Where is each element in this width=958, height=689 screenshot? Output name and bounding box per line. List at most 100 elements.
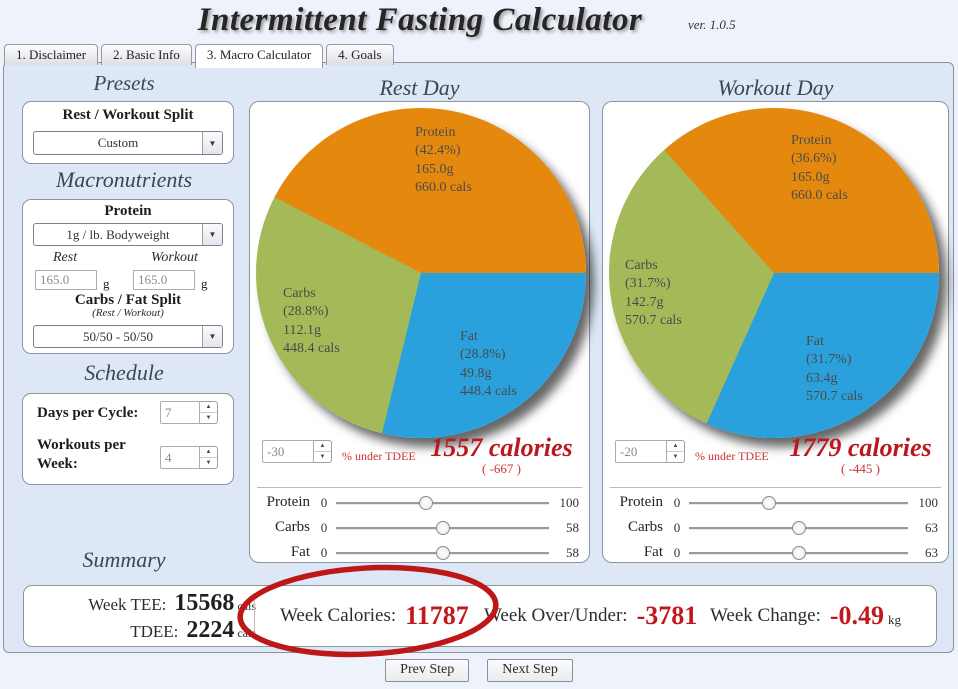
slider-label: Fat — [643, 544, 663, 560]
slider-min: 0 — [320, 494, 328, 510]
step-up-icon[interactable]: ▲ — [314, 441, 331, 452]
workout-tdee-adjust-input[interactable] — [615, 440, 667, 463]
tee-block: Week TEE: 15568 cals TDEE: 2224 cals — [44, 590, 256, 644]
rest-sliders: Protein 0 100 Carbs 0 58 Fat 0 58 — [258, 490, 579, 565]
step-up-icon[interactable]: ▲ — [200, 402, 217, 413]
tdee-label: TDEE: — [130, 622, 179, 641]
rest-carbs-slider[interactable] — [336, 520, 549, 536]
step-down-icon[interactable]: ▼ — [672, 454, 679, 460]
workout-protein-slider[interactable] — [689, 495, 908, 511]
rest-protein-slider-row: Protein 0 100 — [258, 490, 579, 515]
workout-carbs-slider[interactable] — [689, 520, 908, 536]
slider-min: 0 — [673, 544, 681, 560]
workout-day-pie-chart — [609, 108, 939, 438]
next-step-button[interactable]: Next Step — [487, 659, 573, 682]
week-calories-label: Week Calories: — [280, 605, 397, 626]
workouts-per-week-label: Workouts per Week: — [37, 437, 126, 472]
slider-label: Carbs — [275, 519, 310, 535]
divider — [254, 595, 255, 637]
rest-protein-slider[interactable] — [336, 495, 549, 511]
rest-day-title: Rest Day — [379, 75, 460, 100]
workout-protein-grams-input[interactable] — [133, 270, 195, 290]
workout-carbs-slice-label: Carbs (31.7%) 142.7g 570.7 cals — [625, 258, 682, 329]
slider-thumb[interactable] — [791, 545, 806, 560]
carbs-fat-split-sublabel: (Rest / Workout) — [92, 307, 164, 319]
workout-tdee-adjust-stepper[interactable]: ▲▼ — [615, 440, 685, 463]
rest-carbs-slider-row: Carbs 0 58 — [258, 515, 579, 540]
days-per-cycle-label: Days per Cycle: — [37, 405, 139, 421]
chevron-down-icon[interactable]: ▼ — [202, 132, 222, 154]
rest-calories-delta: ( -667 ) — [482, 461, 521, 476]
rest-workout-split-label: Rest / Workout Split — [62, 107, 194, 123]
workouts-per-week-input[interactable] — [160, 446, 200, 469]
rest-protein-grams-input[interactable] — [35, 270, 97, 290]
week-calories-value: 11787 — [405, 601, 469, 630]
tab-goals[interactable]: 4. Goals — [326, 44, 394, 65]
rest-carbs-slice-label: Carbs (28.8%) 112.1g 448.4 cals — [283, 286, 340, 357]
tab-basic-info[interactable]: 2. Basic Info — [101, 44, 192, 65]
slider-thumb[interactable] — [435, 520, 450, 535]
workout-column-label: Workout — [151, 250, 198, 265]
summary-box: Week TEE: 15568 cals TDEE: 2224 cals Wee… — [23, 585, 937, 647]
workout-tdee-percent-label: % under TDEE — [695, 449, 769, 463]
rest-protein-slice-label: Protein (42.4%) 165.0g 660.0 cals — [415, 125, 472, 196]
presets-heading: Presets — [93, 71, 155, 95]
step-down-icon[interactable]: ▼ — [319, 454, 326, 460]
days-per-cycle-input[interactable] — [160, 401, 200, 424]
slider-thumb[interactable] — [791, 520, 806, 535]
week-overunder-value: -3781 — [636, 601, 698, 630]
rest-day-pie-chart — [256, 108, 586, 438]
step-up-icon[interactable]: ▲ — [200, 447, 217, 458]
carbs-fat-split-value: 50/50 - 50/50 — [82, 329, 154, 344]
workout-protein-slice-label: Protein (36.6%) 165.0g 660.0 cals — [791, 133, 848, 204]
page-title: Intermittent Fasting Calculator — [197, 2, 643, 38]
tab-macro-calculator[interactable]: 3. Macro Calculator — [194, 44, 324, 68]
slider-label: Carbs — [628, 519, 663, 535]
tdee-value: 2224 — [186, 617, 235, 643]
rest-fat-slice-label: Fat (28.8%) 49.8g 448.4 cals — [460, 329, 517, 400]
carbs-fat-split-label: Carbs / Fat Split — [74, 292, 182, 308]
tab-bar: 1. Disclaimer 2. Basic Info 3. Macro Cal… — [4, 44, 394, 68]
rest-tdee-row: ▲▼ % under TDEE 1557 calories ( -667 ) — [250, 433, 589, 476]
slider-thumb[interactable] — [435, 545, 450, 560]
protein-preset-select[interactable]: 1g / lb. Bodyweight ▼ — [33, 223, 223, 246]
slider-max: 100 — [918, 494, 939, 510]
slider-min: 0 — [673, 519, 681, 535]
chevron-down-icon[interactable]: ▼ — [202, 326, 222, 347]
rest-tdee-adjust-stepper[interactable]: ▲▼ — [262, 440, 332, 463]
step-buttons: Prev Step Next Step — [0, 659, 958, 682]
workout-calories-value: 1779 calories — [789, 433, 932, 462]
schedule-heading: Schedule — [84, 360, 164, 385]
slider-thumb[interactable] — [419, 495, 434, 510]
days-per-cycle-stepper[interactable]: ▲▼ — [160, 401, 218, 424]
rest-grams-unit: g — [103, 276, 110, 291]
version-label: ver. 1.0.5 — [688, 17, 736, 32]
step-down-icon[interactable]: ▼ — [205, 415, 212, 421]
workout-day-panel: Protein (36.6%) 165.0g 660.0 cals Carbs … — [602, 101, 949, 563]
workout-tdee-row: ▲▼ % under TDEE 1779 calories ( -445 ) — [603, 433, 948, 476]
chevron-down-icon[interactable]: ▼ — [202, 224, 222, 245]
rest-fat-slider[interactable] — [336, 545, 549, 561]
prev-step-button[interactable]: Prev Step — [385, 659, 470, 682]
rest-tdee-adjust-input[interactable] — [262, 440, 314, 463]
workout-fat-slider[interactable] — [689, 545, 908, 561]
slider-max: 100 — [559, 494, 580, 510]
rest-workout-split-select[interactable]: Custom ▼ — [33, 131, 223, 155]
tab-disclaimer[interactable]: 1. Disclaimer — [4, 44, 99, 65]
protein-label: Protein — [104, 203, 152, 219]
workout-calories-delta: ( -445 ) — [841, 461, 880, 476]
week-overunder-item: Week Over/Under: -3781 — [484, 586, 697, 646]
workout-sliders: Protein 0 100 Carbs 0 63 Fat 0 63 — [611, 490, 938, 565]
slider-min: 0 — [673, 494, 681, 510]
workout-carbs-slider-row: Carbs 0 63 — [611, 515, 938, 540]
week-change-unit: kg — [888, 612, 902, 627]
step-down-icon[interactable]: ▼ — [205, 460, 212, 466]
week-tee-label: Week TEE: — [88, 595, 167, 614]
slider-thumb[interactable] — [762, 495, 777, 510]
rest-day-panel: Protein (42.4%) 165.0g 660.0 cals Carbs … — [249, 101, 590, 563]
step-up-icon[interactable]: ▲ — [667, 441, 684, 452]
workouts-per-week-stepper[interactable]: ▲▼ — [160, 446, 218, 469]
carbs-fat-split-select[interactable]: 50/50 - 50/50 ▼ — [33, 325, 223, 348]
rest-fat-slider-row: Fat 0 58 — [258, 540, 579, 565]
tdee-row: TDEE: 2224 cals — [44, 617, 256, 644]
